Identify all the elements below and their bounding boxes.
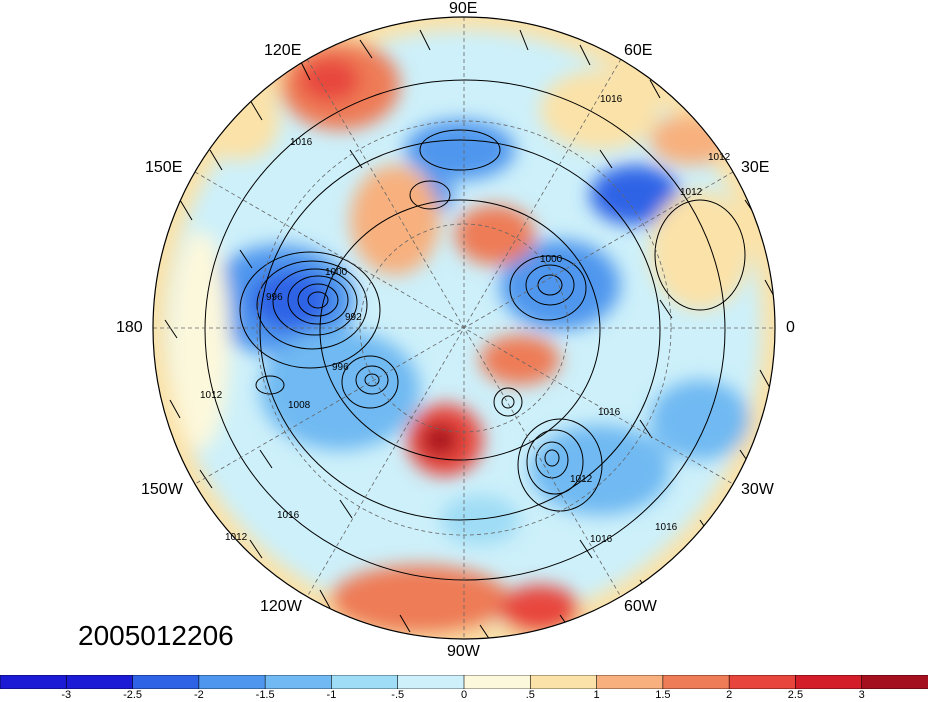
- map-boundary: [152, 16, 776, 640]
- colorbar-bin: [132, 675, 200, 689]
- contour-label: 1012: [225, 532, 248, 543]
- contour-label: 1016: [655, 522, 678, 533]
- colorbar-tick-label: -1.5: [255, 689, 275, 701]
- lon-label-120w: 120W: [260, 598, 302, 615]
- anomaly-shading: [153, 17, 775, 639]
- contour-label: 1012: [680, 187, 703, 198]
- colorbar-tick-label: -2: [193, 689, 204, 701]
- contour-label: 992: [345, 312, 362, 323]
- contour-label: 1008: [288, 400, 311, 411]
- colorbar-tick-label: -.5: [391, 689, 405, 701]
- colorbar-tick-label: 2: [726, 689, 733, 701]
- colorbar-bin: [397, 675, 465, 689]
- lon-label-180: 180: [116, 319, 143, 336]
- colorbar-tick-label: -2.5: [123, 689, 143, 701]
- colorbar-tick-label: 1.5: [655, 689, 671, 701]
- lon-label-120e: 120E: [264, 42, 302, 59]
- contour-labels: 1016 1012 1012 1016 1000 996 992 996 100…: [200, 94, 731, 545]
- colorbar-tick-label: -3: [61, 689, 72, 701]
- contour-label: 1012: [200, 390, 223, 401]
- colorbar-bin: [728, 675, 797, 689]
- colorbar-tick-label: 1: [593, 689, 600, 701]
- colorbar-tick-label: 2.5: [787, 689, 804, 701]
- isobars: [204, 79, 746, 581]
- contour-label: 1016: [600, 94, 623, 105]
- contour-label: 1016: [290, 137, 313, 148]
- colorbar-bin: [198, 675, 266, 689]
- contour-label: 1016: [598, 407, 621, 418]
- lon-label-0: 0: [786, 319, 795, 336]
- contour-label: 1012: [708, 152, 731, 163]
- colorbar-bin: [596, 675, 664, 689]
- colorbar-tick-label: -1: [326, 689, 337, 701]
- timestamp-label: 2005012206: [78, 620, 234, 651]
- lon-label-60e: 60E: [624, 42, 653, 59]
- lon-label-30w: 30W: [741, 481, 774, 498]
- colorbar-bin: [264, 675, 333, 689]
- lon-label-30e: 30E: [741, 159, 770, 176]
- colorbar-tick-label: 3: [858, 689, 865, 701]
- contour-label: 1000: [325, 267, 348, 278]
- lon-label-150w: 150W: [141, 481, 183, 498]
- contour-label: 996: [266, 292, 283, 303]
- contour-label: 1016: [590, 534, 613, 545]
- colorbar-bin: [0, 675, 68, 689]
- contour-label: 1000: [540, 254, 563, 265]
- colorbar-tick-label: .5: [525, 689, 535, 701]
- colorbar-bin: [795, 675, 863, 689]
- colorbar-bin: [65, 675, 134, 689]
- graticule: [153, 17, 775, 639]
- colorbar: [0, 675, 928, 689]
- lon-label-90e: 90E: [449, 0, 478, 17]
- lon-label-60w: 60W: [624, 598, 657, 615]
- contour-label: 996: [332, 362, 349, 373]
- contour-label: 1012: [570, 474, 593, 485]
- colorbar-bin: [331, 675, 399, 689]
- colorbar-bin: [662, 675, 730, 689]
- colorbar-bin: [861, 675, 928, 689]
- colorbar-bin: [529, 675, 598, 689]
- contour-label: 1016: [277, 510, 300, 521]
- colorbar-bin: [463, 675, 532, 689]
- lon-label-150e: 150E: [145, 159, 183, 176]
- colorbar-tick-label: 0: [460, 689, 468, 701]
- lon-label-90w: 90W: [447, 643, 480, 660]
